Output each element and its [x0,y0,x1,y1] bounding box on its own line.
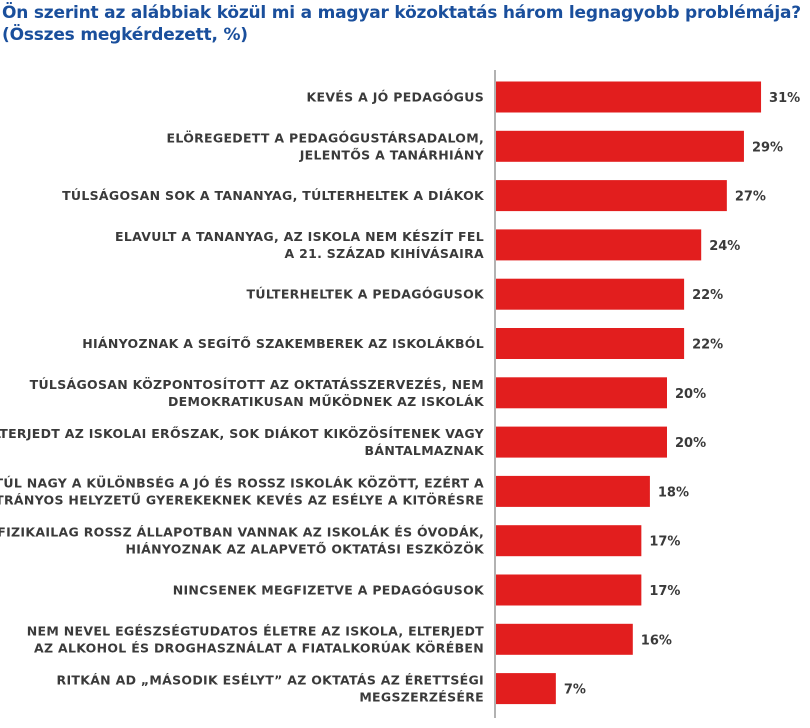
bar [496,426,667,458]
bar-group: 7% RITKÁN AD „MÁSODIK ESÉLYT” AZ OKTATÁS … [57,673,586,705]
bar-group: 20% TÚLSÁGOSAN KÖZPONTOSÍTOTT AZ OKTATÁSS… [30,377,706,409]
data-label: 17% [649,584,680,599]
category-label: BÁNTALMAZNAK [365,443,485,458]
bar-group: 31% KEVÉS A JÓ PEDAGÓGUS [307,81,800,113]
category-label: NEM NEVEL EGÉSZSÉGTUDATOS ÉLETRE AZ ISKO… [27,623,484,638]
bar [496,278,685,310]
bar [496,377,667,409]
category-label: TÚLSÁGOSAN KÖZPONTOSÍTOTT AZ OKTATÁSSZER… [30,377,484,392]
data-label: 31% [769,91,800,106]
data-label: 20% [675,387,706,402]
category-label: JELENTŐS A TANÁRHIÁNY [299,147,485,162]
bar [496,180,727,212]
category-label: A 21. SZÁZAD KIHÍVÁSAIRA [284,246,484,261]
bar-group: 20% ELTERJEDT AZ ISKOLAI ERŐSZAK, SOK DIÁ… [0,426,706,458]
category-label: HIÁNYOZNAK A SEGÍTŐ SZAKEMBEREK AZ ISKOL… [82,336,484,351]
bar [496,328,685,359]
bar-group: 16% NEM NEVEL EGÉSZSÉGTUDATOS ÉLETRE AZ I… [27,623,672,655]
category-label: HÁTRÁNYOS HELYZETŰ GYEREKEKNEK KEVÉS AZ … [0,492,484,507]
bar-group: 27% TÚLSÁGOSAN SOK A TANANYAG, TÚLTERHELT… [62,180,766,212]
chart-title: Ön szerint az alábbiak közül mi a magyar… [2,3,801,23]
category-label: MEGSZERZÉSÉRE [359,690,484,705]
category-label: TÚLTERHELTEK A PEDAGÓGUSOK [247,287,485,302]
data-label: 18% [658,485,689,500]
data-label: 22% [692,338,723,353]
category-label: RITKÁN AD „MÁSODIK ESÉLYT” AZ OKTATÁS AZ… [57,673,484,688]
category-label: KEVÉS A JÓ PEDAGÓGUS [307,90,485,105]
bar [496,229,702,261]
data-label: 16% [641,633,672,648]
bar [496,81,762,113]
bar-group: 17% NINCSENEK MEGFIZETVE A PEDAGÓGUSOK [173,574,680,606]
category-label: DEMOKRATIKUSAN MŰKÖDNEK AZ ISKOLÁK [168,394,485,409]
bar-group: 22% TÚLTERHELTEK A PEDAGÓGUSOK [247,278,723,310]
chart-title-block: Ön szerint az alábbiak közül mi a magyar… [2,2,802,46]
bar [496,623,633,655]
category-label: HIÁNYOZNAK AZ ALAPVETŐ OKTATÁSI ESZKÖZÖK [125,542,485,557]
category-label: TÚLSÁGOSAN SOK A TANANYAG, TÚLTERHELTEK … [62,188,485,203]
category-label: AZ ALKOHOL ÉS DROGHASZNÁLAT A FIATALKORÚ… [34,640,484,655]
data-label: 7% [564,683,586,698]
data-label: 24% [709,239,740,254]
bar-group: 18% TÚL NAGY A KÜLÖNBSÉG A JÓ ÉS ROSSZ IS… [0,475,689,507]
bar [496,525,642,557]
data-label: 17% [649,535,680,550]
data-label: 29% [752,140,783,155]
bar [496,475,650,507]
category-label: FIZIKAILAG ROSSZ ÁLLAPOTBAN VANNAK AZ IS… [0,525,484,540]
category-label: ELÖREGEDETT A PEDAGÓGUSTÁRSADALOM, [167,130,484,145]
bar-group: 22% HIÁNYOZNAK A SEGÍTŐ SZAKEMBEREK AZ IS… [82,328,723,359]
bar-group: 24% ELAVULT A TANANYAG, AZ ISKOLA NEM KÉS… [115,229,740,261]
bar [496,574,642,606]
chart-subtitle: (Összes megkérdezett, %) [2,25,248,45]
data-label: 22% [692,288,723,303]
bar [496,130,744,162]
category-label: ELTERJEDT AZ ISKOLAI ERŐSZAK, SOK DIÁKOT… [0,426,485,441]
category-label: TÚL NAGY A KÜLÖNBSÉG A JÓ ÉS ROSSZ ISKOL… [0,475,484,490]
data-label: 20% [675,436,706,451]
category-label: NINCSENEK MEGFIZETVE A PEDAGÓGUSOK [173,583,485,598]
bar-group: 17% FIZIKAILAG ROSSZ ÁLLAPOTBAN VANNAK AZ… [0,525,680,557]
category-label: ELAVULT A TANANYAG, AZ ISKOLA NEM KÉSZÍT… [115,229,484,244]
bar [496,673,556,705]
data-label: 27% [735,190,766,205]
bar-group: 29% ELÖREGEDETT A PEDAGÓGUSTÁRSADALOM, JEL… [167,130,784,162]
